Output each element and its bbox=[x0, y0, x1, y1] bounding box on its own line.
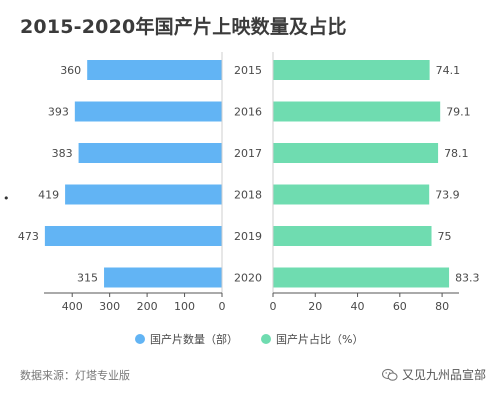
right-bar-label-2018: 73.9 bbox=[435, 189, 460, 202]
category-label-2017: 2017 bbox=[234, 147, 262, 160]
data-source: 数据来源：灯塔专业版 bbox=[20, 369, 130, 382]
right-bar-2020 bbox=[273, 267, 450, 288]
legend-label-right: 国产片占比（%） bbox=[276, 332, 363, 346]
category-label-2015: 2015 bbox=[234, 64, 262, 77]
left-bar-label-2018: 419 bbox=[38, 189, 59, 202]
left-bar-label-2016: 393 bbox=[48, 106, 69, 119]
right-bar-2018 bbox=[273, 184, 430, 205]
right-bar-2015 bbox=[273, 60, 430, 80]
left-bar-2020 bbox=[104, 267, 222, 288]
legend-swatch-left bbox=[135, 334, 145, 344]
right-bar-2016 bbox=[273, 101, 441, 122]
category-label-2016: 2016 bbox=[234, 106, 262, 119]
right-tick-label-20: 20 bbox=[308, 300, 322, 313]
right-bar-label-2019: 75 bbox=[438, 230, 452, 243]
bullet-dot: • bbox=[3, 192, 10, 205]
left-bar-2016 bbox=[74, 101, 222, 122]
left-tick-label-0: 0 bbox=[219, 300, 226, 313]
right-tick-label-60: 60 bbox=[393, 300, 407, 313]
right-bar-label-2017: 78.1 bbox=[444, 147, 469, 160]
right-bar-2019 bbox=[273, 226, 432, 246]
left-tick-label-100: 100 bbox=[174, 300, 195, 313]
watermark-text: 又见九州品宣部 bbox=[401, 368, 486, 382]
right-bar-2017 bbox=[273, 143, 439, 163]
left-bar-label-2017: 383 bbox=[52, 147, 73, 160]
watermark: 又见九州品宣部 bbox=[381, 366, 486, 383]
right-tick-label-40: 40 bbox=[351, 300, 365, 313]
right-tick-label-0: 0 bbox=[270, 300, 277, 313]
left-bar-label-2020: 315 bbox=[77, 272, 98, 285]
legend-label-left: 国产片数量（部） bbox=[150, 332, 238, 346]
left-tick-label-400: 400 bbox=[62, 300, 83, 313]
category-label-2018: 2018 bbox=[234, 189, 262, 202]
right-bar-label-2016: 79.1 bbox=[446, 106, 471, 119]
chart-title: 2015-2020年国产片上映数量及占比 bbox=[20, 16, 347, 38]
left-bar-2015 bbox=[87, 60, 222, 80]
right-bar-label-2015: 74.1 bbox=[436, 64, 461, 77]
left-bar-2019 bbox=[44, 226, 223, 246]
left-bar-2017 bbox=[78, 143, 222, 163]
left-bar-2018 bbox=[65, 184, 222, 205]
left-bar-label-2015: 360 bbox=[60, 64, 81, 77]
legend-swatch-right bbox=[261, 334, 271, 344]
left-tick-label-300: 300 bbox=[99, 300, 120, 313]
wechat-icon bbox=[381, 368, 398, 381]
left-bar-label-2019: 473 bbox=[18, 230, 39, 243]
category-label-2020: 2020 bbox=[234, 272, 262, 285]
left-tick-label-200: 200 bbox=[137, 300, 158, 313]
right-tick-label-80: 80 bbox=[435, 300, 449, 313]
right-bar-label-2020: 83.3 bbox=[455, 272, 480, 285]
category-label-2019: 2019 bbox=[234, 230, 262, 243]
